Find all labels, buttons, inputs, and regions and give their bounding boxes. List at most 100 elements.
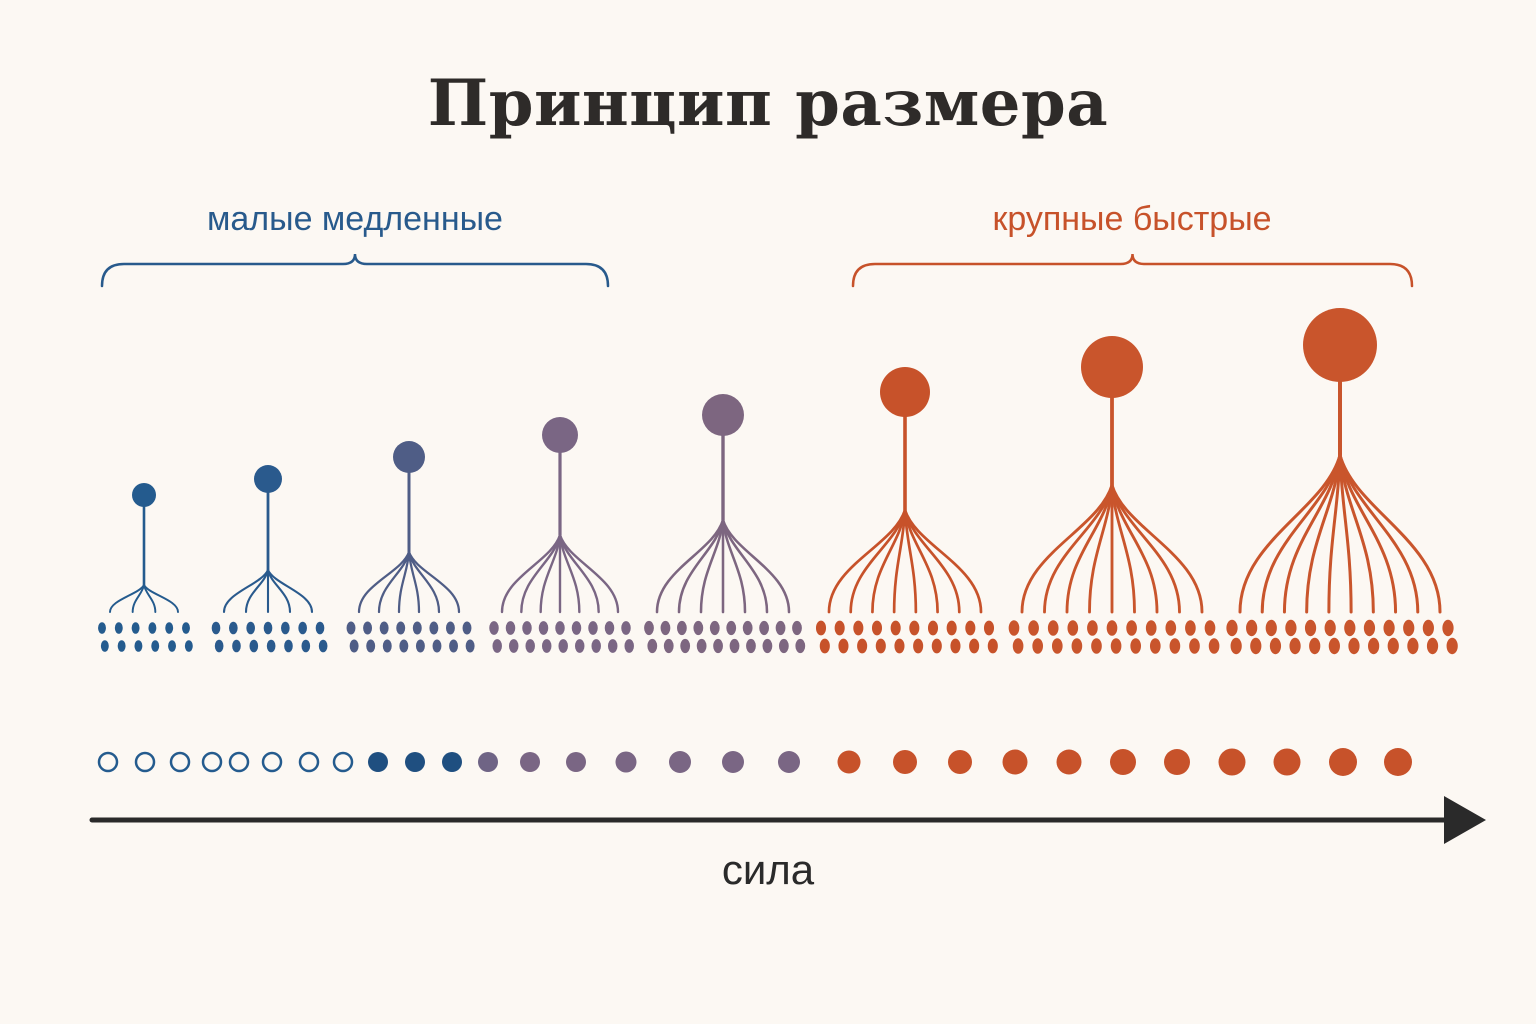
axon-branch (655, 518, 725, 614)
motor-unit (1008, 336, 1220, 654)
muscle-fiber (875, 638, 886, 654)
motor-unit (489, 417, 634, 653)
muscle-fiber (1285, 619, 1297, 637)
muscle-fiber (1208, 638, 1220, 654)
muscle-fiber (604, 621, 615, 635)
muscle-fiber (263, 621, 273, 635)
muscle-fiber (1165, 620, 1177, 636)
muscle-fiber (660, 620, 671, 636)
active-unit-dot (520, 752, 540, 772)
axon-branch (266, 568, 314, 614)
soma (393, 441, 425, 473)
inactive-unit-dot (97, 751, 119, 773)
active-unit-dot (1056, 749, 1082, 775)
muscle-fiber (1051, 638, 1063, 654)
muscle-fiber (229, 621, 238, 635)
muscle-fiber (211, 621, 221, 635)
axon-branch (892, 508, 907, 614)
muscle-fiber (983, 620, 995, 636)
muscle-fiber (1008, 620, 1020, 636)
inactive-unit-dot (228, 751, 250, 773)
muscle-fiber (696, 638, 707, 654)
active-unit-dot (442, 752, 462, 772)
muscle-fiber (663, 638, 674, 654)
axon-branch (244, 568, 270, 614)
force-axis-label: сила (721, 846, 815, 893)
muscle-fiber (871, 620, 883, 636)
muscle-fiber (647, 638, 658, 654)
axon-branch (721, 518, 791, 614)
muscle-fiber (1110, 638, 1122, 654)
muscle-fiber (1204, 620, 1216, 636)
muscle-fiber (1407, 637, 1419, 655)
muscle-fiber (1106, 620, 1118, 636)
muscle-fiber (1426, 637, 1439, 655)
active-unit-dot (669, 751, 691, 773)
muscle-fiber (525, 639, 535, 653)
axon-branch (1065, 483, 1114, 614)
muscle-fiber (624, 639, 634, 653)
muscle-fiber (415, 639, 425, 653)
axon-branch (109, 584, 145, 613)
axon-branch (849, 508, 907, 614)
motor-unit (346, 441, 475, 653)
muscle-fiber (1265, 619, 1277, 637)
muscle-fiber (1269, 637, 1282, 655)
muscle-fiber (1067, 620, 1079, 636)
axon-branch (222, 568, 270, 614)
axon-branch (1327, 453, 1342, 614)
muscle-fiber (1422, 619, 1434, 637)
muscle-fiber (571, 621, 582, 635)
axon-branch (1238, 453, 1342, 614)
muscle-fiber (114, 622, 123, 634)
axon-branch (1088, 483, 1114, 614)
muscle-fiber (1149, 638, 1161, 654)
muscle-fiber (1226, 619, 1238, 637)
fast-group-label: крупные быстрые (992, 200, 1272, 238)
muscle-fiber (379, 621, 389, 635)
axon-branch (1338, 453, 1353, 614)
axon-branch (1020, 483, 1114, 614)
muscle-fiber (931, 638, 942, 654)
active-unit-dot (1164, 749, 1190, 775)
muscle-fiber (1087, 620, 1098, 636)
muscle-fiber (709, 620, 720, 636)
muscle-fiber (621, 621, 631, 635)
muscle-fiber (1047, 620, 1059, 636)
muscle-fiber (1091, 638, 1102, 654)
axon-branch (266, 568, 292, 614)
muscle-fiber (214, 639, 224, 653)
axon-branch (1043, 483, 1114, 614)
muscle-fiber (249, 639, 259, 653)
motor-units (98, 308, 1458, 655)
active-unit-dot (368, 752, 388, 772)
muscle-fiber (232, 639, 241, 653)
muscle-fiber (1363, 619, 1376, 637)
axon-branch (1110, 483, 1204, 614)
muscle-fiber (894, 638, 905, 654)
muscle-fiber (382, 639, 392, 653)
axon-branch (1110, 483, 1136, 614)
muscle-fiber (1446, 637, 1458, 655)
active-unit-dot (1384, 748, 1412, 776)
soma (254, 465, 282, 493)
axon-branch (1305, 453, 1342, 614)
muscle-fiber (1324, 619, 1336, 637)
diagram-title: Принцип размера (427, 66, 1109, 141)
muscle-fiber (281, 621, 290, 635)
muscle-fiber (396, 621, 406, 635)
axon-branch (143, 584, 179, 613)
soma (1081, 336, 1143, 398)
muscle-fiber (746, 638, 756, 654)
muscle-fiber (1442, 619, 1454, 637)
muscle-fiber (574, 639, 585, 653)
muscle-fiber (969, 638, 980, 654)
active-unit-dot (948, 750, 972, 774)
muscle-fiber (775, 620, 786, 636)
muscle-fiber (1250, 637, 1262, 655)
muscle-fiber (857, 638, 868, 654)
soma (880, 367, 930, 417)
muscle-fiber (588, 621, 598, 635)
muscle-fiber (913, 638, 924, 654)
muscle-fiber (165, 622, 174, 634)
